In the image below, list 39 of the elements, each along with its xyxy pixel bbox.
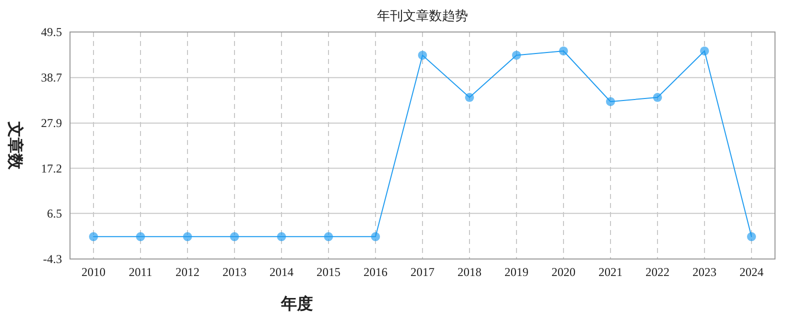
- point: [89, 232, 98, 242]
- x-tick-label: 2012: [176, 265, 200, 279]
- x-tick-label: 2011: [128, 265, 152, 279]
- point: [700, 46, 709, 56]
- y-tick-label: 38.7: [41, 70, 62, 85]
- x-tick-label: 2019: [504, 265, 528, 279]
- point: [136, 232, 145, 242]
- x-tick-label: 2017: [410, 265, 434, 279]
- y-tick-label: -4.3: [43, 252, 62, 266]
- x-tick-label: 2015: [316, 265, 340, 279]
- chart-title: 年刊文章数趋势: [377, 8, 468, 23]
- x-tick-label: 2024: [740, 265, 764, 279]
- y-axis-title: 文章数: [6, 120, 24, 170]
- x-tick-label: 2010: [82, 265, 106, 279]
- y-tick-label: 6.5: [47, 206, 62, 220]
- point: [465, 92, 474, 102]
- point: [230, 232, 239, 242]
- point: [653, 92, 662, 102]
- point: [559, 46, 568, 56]
- x-tick-label: 2020: [552, 265, 576, 279]
- x-tick-label: 2013: [222, 265, 246, 279]
- x-tick-label: 2023: [692, 265, 716, 279]
- x-tick-label: 2014: [270, 265, 294, 279]
- point: [418, 50, 427, 60]
- y-tick-label: 27.9: [41, 116, 62, 130]
- point: [606, 97, 615, 106]
- x-tick-label: 2016: [364, 265, 388, 279]
- point: [277, 232, 286, 242]
- x-axis-title: 年度: [280, 294, 313, 313]
- point: [371, 232, 380, 242]
- x-tick-label: 2021: [598, 265, 622, 279]
- y-tick-label: 17.2: [41, 161, 62, 176]
- x-tick-label: 2018: [458, 265, 482, 279]
- y-tick-label: 49.5: [41, 25, 62, 39]
- point: [324, 232, 333, 242]
- point: [512, 50, 521, 60]
- point: [183, 232, 192, 242]
- x-tick-label: 2022: [646, 265, 670, 279]
- point: [747, 232, 756, 242]
